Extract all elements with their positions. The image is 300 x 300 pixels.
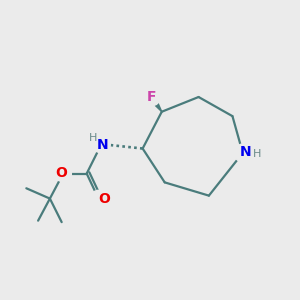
Circle shape (90, 190, 107, 207)
Circle shape (55, 165, 71, 182)
Text: O: O (98, 192, 110, 206)
Text: H: H (253, 149, 262, 159)
Text: H: H (89, 133, 98, 143)
Text: N: N (239, 145, 251, 159)
Circle shape (234, 144, 252, 162)
Text: O: O (56, 166, 68, 180)
Text: F: F (147, 90, 156, 104)
Circle shape (93, 135, 110, 153)
Polygon shape (148, 95, 162, 112)
Circle shape (142, 88, 160, 106)
Text: N: N (97, 138, 108, 152)
